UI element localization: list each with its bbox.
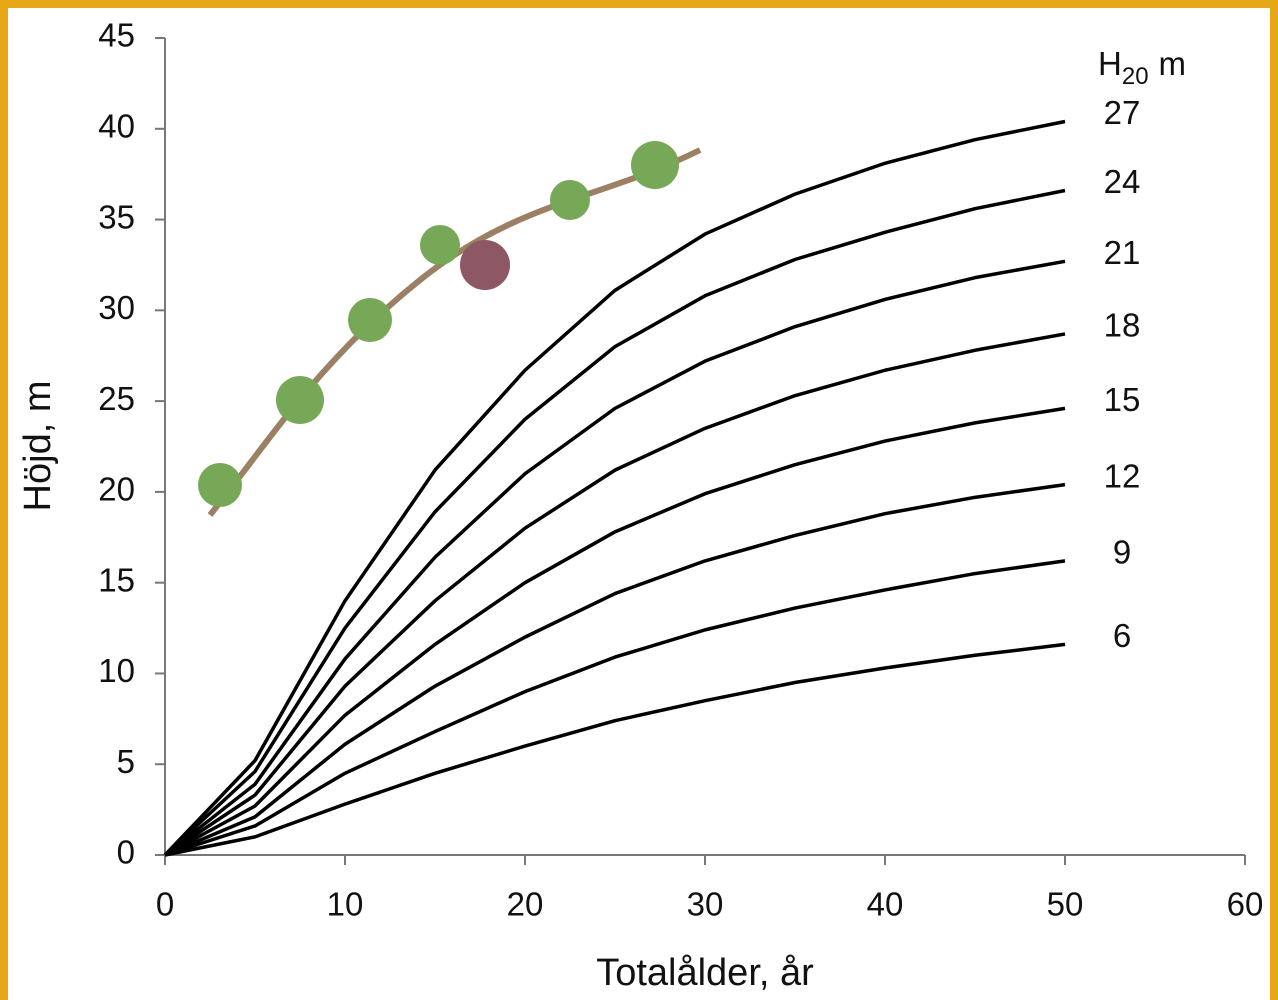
series-label: 24	[1104, 163, 1141, 200]
legend-title-unit: m	[1159, 45, 1187, 82]
branch-illustration	[198, 141, 702, 517]
series-label: 27	[1104, 94, 1141, 131]
legend-title: H20 m	[1098, 45, 1186, 91]
x-tick-label: 50	[1047, 886, 1084, 923]
y-tick-label: 15	[98, 561, 135, 598]
x-tick-label: 20	[507, 886, 544, 923]
series-label: 18	[1104, 307, 1141, 344]
series-label: 9	[1113, 534, 1131, 571]
series-line	[164, 559, 1066, 857]
legend-title-text: H	[1098, 45, 1122, 82]
x-tick-label: 10	[327, 886, 364, 923]
series-label: 6	[1113, 617, 1131, 654]
y-tick-label: 10	[98, 652, 135, 689]
y-axis-title: Höjd, m	[17, 381, 59, 512]
series-label: 15	[1104, 381, 1141, 418]
series-line	[164, 406, 1066, 857]
series-line	[164, 332, 1066, 857]
series-line	[163, 188, 1066, 857]
series-line	[163, 119, 1066, 857]
y-tick-label: 20	[98, 471, 135, 508]
series-line	[164, 482, 1066, 857]
series-line	[164, 642, 1066, 857]
y-tick-label: 0	[117, 834, 135, 871]
series-label: 12	[1104, 457, 1141, 494]
y-tick-label: 45	[98, 17, 135, 54]
series-label: 21	[1104, 234, 1141, 271]
y-tick-label: 35	[98, 198, 135, 235]
x-tick-label: 30	[687, 886, 724, 923]
y-tick-label: 30	[98, 289, 135, 326]
x-axis-title: Totalålder, år	[596, 952, 814, 994]
x-tick-label: 60	[1227, 886, 1264, 923]
y-tick-label: 40	[98, 107, 135, 144]
legend-title-subscript: 20	[1122, 63, 1149, 90]
x-tick-label: 0	[156, 886, 174, 923]
x-tick-label: 40	[867, 886, 904, 923]
y-tick-label: 25	[98, 380, 135, 417]
y-tick-label: 5	[117, 743, 135, 780]
series-line	[163, 259, 1066, 857]
